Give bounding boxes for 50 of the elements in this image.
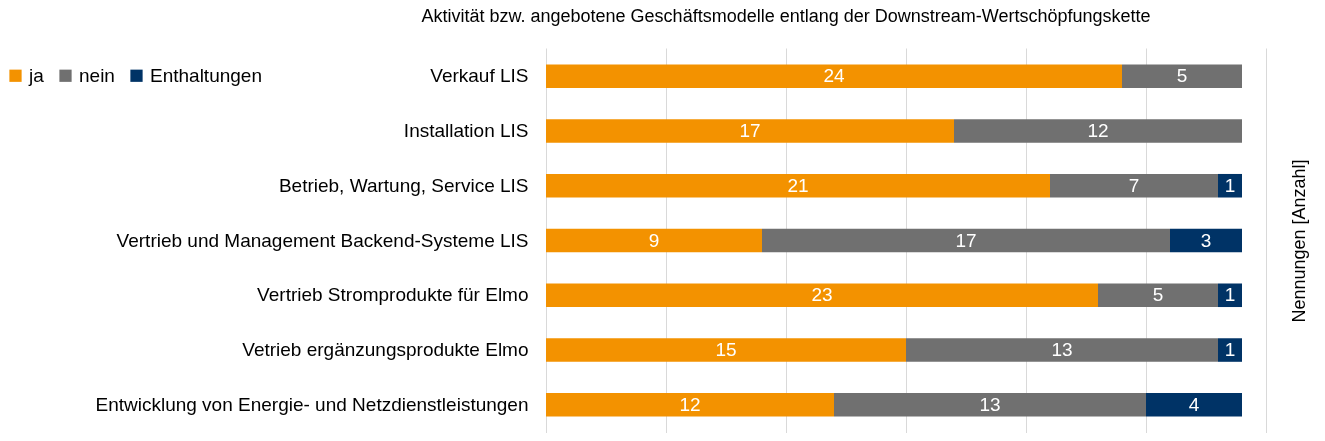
y-tick-label: Vertrieb Stromprodukte für Elmo — [257, 284, 529, 306]
y-tick-label: Verkauf LIS — [430, 65, 529, 87]
bar — [546, 64, 1122, 88]
data-label: 5 — [1176, 65, 1188, 87]
bar — [546, 228, 762, 253]
data-label: 17 — [955, 229, 977, 251]
data-label: 4 — [1188, 393, 1200, 415]
legend-label: Enthaltungen — [150, 64, 262, 86]
data-label: 24 — [823, 65, 845, 87]
bar — [834, 393, 1146, 417]
y-tick-label: Vetrieb ergänzungsprodukte Elmo — [242, 339, 529, 361]
data-label: 3 — [1200, 229, 1212, 251]
legend-label: ja — [28, 64, 45, 86]
bar — [1122, 64, 1242, 88]
chart-title: Aktivität bzw. angebotene Geschäftsmodelle entlang der Downstream-Wertschöpfungskette — [421, 6, 1151, 26]
data-label: 12 — [1087, 119, 1109, 141]
data-label: 17 — [739, 119, 761, 141]
data-label: 1 — [1224, 339, 1236, 361]
bar — [546, 173, 1050, 198]
data-label: 21 — [787, 174, 809, 196]
bar — [1098, 283, 1218, 308]
bar — [954, 119, 1242, 143]
bar — [1170, 228, 1242, 253]
bar — [546, 338, 906, 362]
bar — [1218, 173, 1242, 198]
data-label: 23 — [811, 284, 833, 306]
bar — [546, 393, 834, 417]
bar — [546, 283, 1098, 308]
bar — [1218, 283, 1242, 308]
bar — [1146, 393, 1242, 417]
bar — [762, 228, 1170, 253]
data-label: 1 — [1224, 284, 1236, 306]
bar — [906, 338, 1218, 362]
bar — [1050, 173, 1218, 198]
data-label: 15 — [715, 339, 737, 361]
y-tick-label: Entwicklung von Energie- und Netzdienstleistungen — [95, 393, 529, 415]
data-label: 7 — [1128, 174, 1140, 196]
data-label: 13 — [1051, 339, 1073, 361]
data-label: 5 — [1152, 284, 1164, 306]
y-tick-label: Installation LIS — [403, 119, 529, 141]
data-label: 1 — [1224, 174, 1236, 196]
bar — [546, 119, 954, 143]
data-label: 9 — [648, 229, 660, 251]
bar — [1218, 338, 1242, 362]
legend-label: nein — [79, 64, 115, 86]
data-label: 12 — [679, 393, 701, 415]
data-label: 13 — [979, 393, 1001, 415]
y-axis-title: Nennungen [Anzahl] — [1288, 159, 1309, 323]
y-tick-label: Vertrieb und Management Backend-Systeme LIS — [116, 229, 529, 251]
y-tick-label: Betrieb, Wartung, Service LIS — [278, 174, 529, 196]
